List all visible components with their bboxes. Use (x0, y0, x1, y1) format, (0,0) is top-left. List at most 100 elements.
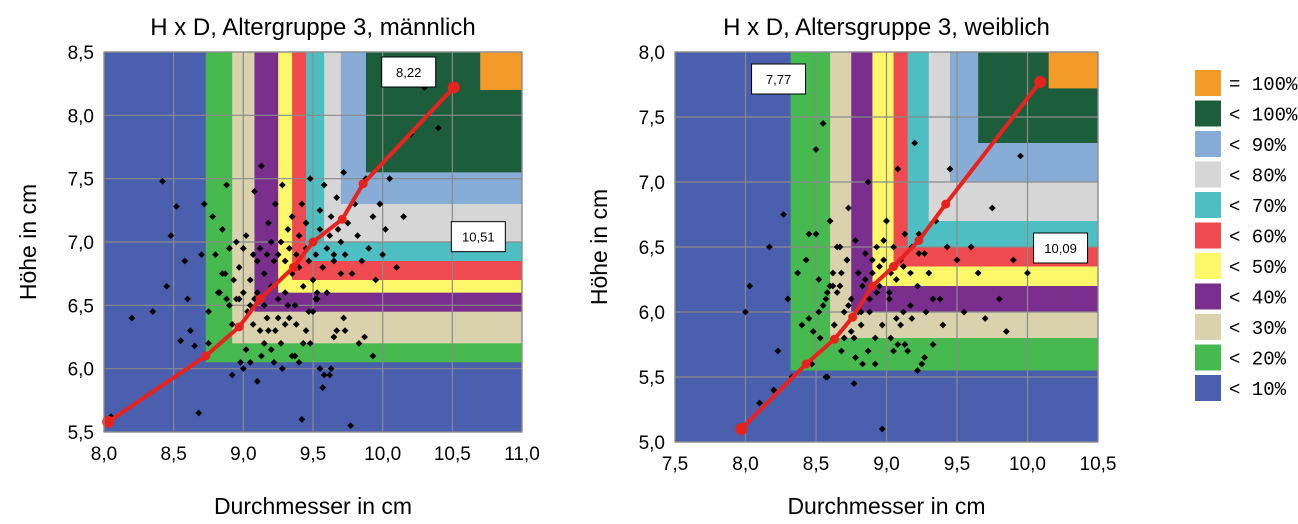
y-tick-label: 7,0 (68, 233, 94, 254)
data-point (260, 270, 268, 278)
x-tick-label: 10,0 (1009, 454, 1046, 475)
data-point (330, 257, 338, 265)
data-point (880, 237, 888, 244)
data-point (780, 211, 787, 218)
line-marker (447, 81, 460, 94)
data-point (302, 219, 310, 227)
x-tick-label: 10,5 (1080, 454, 1117, 475)
data-point (285, 244, 293, 252)
data-point (946, 165, 954, 173)
data-point (358, 257, 366, 265)
data-point (911, 139, 919, 147)
line-marker (848, 312, 858, 322)
x-tick-label: 7,5 (662, 454, 688, 475)
data-point (925, 269, 933, 277)
data-point (900, 308, 907, 316)
line-marker (255, 294, 265, 304)
data-point (354, 232, 361, 240)
data-point (265, 327, 272, 335)
data-point (223, 295, 231, 303)
data-point (323, 244, 331, 252)
data-point (181, 257, 189, 265)
data-point (836, 282, 844, 290)
data-point (845, 204, 852, 212)
data-point (805, 230, 813, 238)
data-point (302, 327, 310, 335)
line-marker (337, 214, 347, 224)
data-point (149, 308, 157, 316)
data-point (258, 352, 265, 360)
y-tick-label: 8,0 (639, 43, 665, 64)
legend-label: < 30% (1229, 318, 1287, 340)
legend-swatch (1195, 192, 1221, 218)
data-point (184, 295, 191, 303)
data-point (221, 270, 229, 278)
data-point (216, 289, 224, 297)
data-point (890, 243, 897, 251)
data-point (854, 269, 862, 277)
data-point (270, 257, 278, 265)
data-point (873, 243, 881, 251)
legend-label: < 20% (1229, 349, 1287, 371)
line-marker (102, 415, 115, 428)
y-tick-label: 6,5 (68, 296, 94, 317)
data-point (235, 295, 243, 303)
data-point (1024, 269, 1031, 277)
line-marker (358, 179, 368, 189)
line-marker (867, 281, 877, 291)
data-point (852, 237, 859, 244)
data-point (897, 321, 904, 329)
line-marker (288, 262, 298, 272)
legend-swatch (1195, 375, 1221, 401)
x-axis-label: Durchmesser in cm (214, 493, 412, 519)
data-point (337, 238, 345, 246)
data-point (323, 289, 331, 297)
data-point (253, 289, 261, 297)
data-point (256, 244, 264, 252)
y-tick-label: 7,5 (68, 170, 94, 191)
legend-label: < 60% (1229, 227, 1287, 249)
x-tick-label: 10,5 (434, 444, 471, 465)
data-point (774, 347, 782, 355)
legend-swatch (1195, 100, 1221, 127)
legend-label: < 90% (1229, 135, 1287, 157)
data-point (365, 244, 373, 252)
data-point (316, 206, 324, 214)
data-point (907, 302, 914, 309)
data-point (209, 213, 217, 221)
data-point (246, 276, 254, 284)
data-point (316, 225, 324, 233)
data-point (861, 250, 869, 257)
data-point (326, 371, 334, 379)
data-point (347, 422, 355, 430)
y-axis-label: Höhe in cm (586, 189, 612, 305)
annotation-label: 10,51 (462, 230, 495, 245)
data-point (995, 295, 1003, 303)
data-point (309, 276, 317, 284)
data-point (871, 334, 879, 342)
data-point (1017, 152, 1024, 160)
data-point (819, 302, 827, 309)
data-point (829, 282, 837, 290)
x-axis-label: Durchmesser in cm (787, 493, 985, 519)
line-marker (941, 199, 951, 209)
data-point (267, 238, 275, 246)
legend-swatch (1195, 222, 1221, 249)
plot-border (674, 51, 1099, 443)
data-point (291, 352, 299, 360)
line-marker (914, 236, 924, 245)
y-tick-label: 6,0 (639, 303, 665, 324)
data-point (784, 295, 792, 303)
data-point (228, 371, 236, 379)
data-point (341, 327, 349, 335)
x-tick-label: 8,0 (732, 454, 758, 475)
data-point (271, 327, 279, 335)
data-point (833, 243, 841, 251)
data-point (312, 295, 320, 303)
data-point (826, 217, 834, 225)
data-point (901, 230, 909, 238)
data-point (812, 146, 820, 153)
data-point (281, 257, 289, 265)
data-point (746, 282, 754, 290)
data-point (235, 263, 243, 271)
